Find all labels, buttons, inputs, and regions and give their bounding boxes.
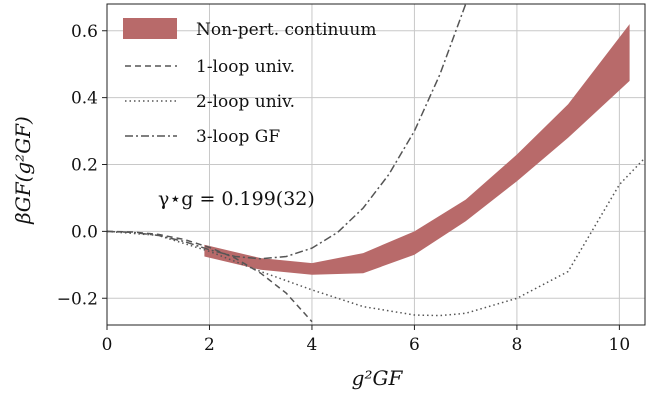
ticks-layer: 0 2 4 6 8 10 −0.2 0.0 0.2 0.4 0.6 (57, 22, 630, 355)
y-tick-label: −0.2 (57, 289, 98, 309)
y-tick-label: 0.0 (71, 222, 98, 242)
lines-layer (107, 4, 645, 323)
gamma-star-annotation: γ⋆g = 0.199(32) (158, 188, 315, 210)
x-tick-label: 0 (102, 335, 113, 355)
legend-label-band: Non-pert. continuum (196, 20, 376, 40)
x-tick-label: 2 (204, 335, 215, 355)
legend-label-2loop: 2-loop univ. (196, 92, 295, 112)
two-loop-curve (107, 157, 645, 317)
y-tick-label: 0.6 (71, 22, 98, 42)
legend: Non-pert. continuum 1-loop univ. 2-loop … (123, 18, 376, 147)
y-tick-label: 0.4 (71, 89, 98, 109)
legend-swatch-band (123, 18, 177, 39)
x-tick-label: 6 (409, 335, 420, 355)
legend-label-3loop: 3-loop GF (196, 127, 280, 147)
x-tick-label: 4 (307, 335, 318, 355)
x-axis-label: g²GF (352, 366, 404, 390)
legend-label-1loop: 1-loop univ. (196, 57, 295, 77)
band-layer (204, 24, 630, 275)
y-axis-label: βGF(g²GF) (11, 116, 35, 225)
x-tick-label: 10 (609, 335, 631, 355)
three-loop-curve (107, 4, 467, 260)
nonpert-continuum-band (204, 24, 630, 275)
y-tick-label: 0.2 (71, 156, 98, 176)
x-tick-label: 8 (511, 335, 522, 355)
grid (106, 4, 645, 325)
